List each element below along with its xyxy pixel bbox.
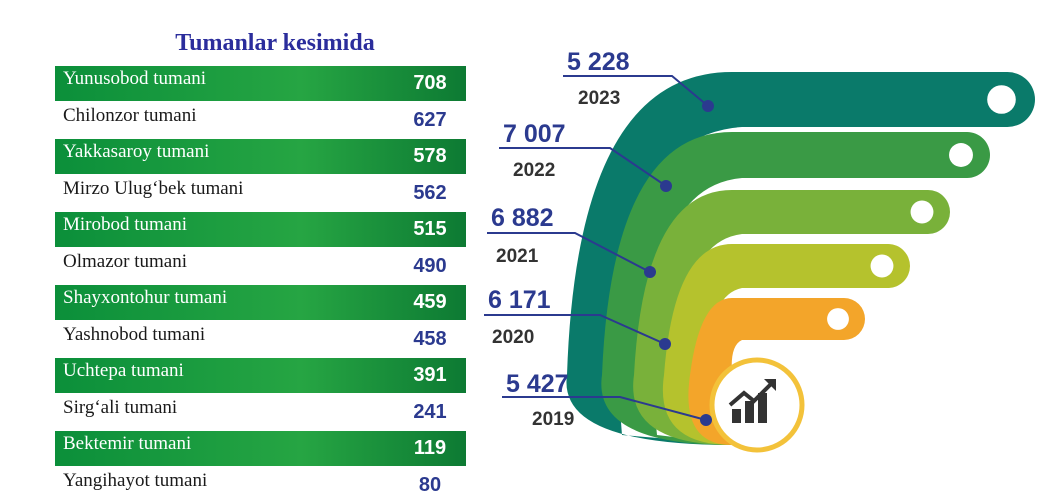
district-row: Chilonzor tumani 627: [55, 103, 470, 140]
year-label: 2020: [492, 327, 534, 348]
value-marker: [659, 338, 671, 350]
year-value: 6 171: [488, 286, 551, 314]
district-row: Bektemir tumani 119: [55, 431, 470, 468]
chart-title: Tumanlar kesimida: [175, 30, 375, 56]
district-name: Uchtepa tumani: [63, 360, 184, 381]
district-value: 241: [413, 400, 447, 423]
district-value: 119: [413, 437, 447, 459]
district-name: Chilonzor tumani: [63, 104, 197, 126]
district-name: Bektemir tumani: [63, 433, 192, 454]
band-end-dot: [949, 143, 973, 167]
row-highlight: [55, 358, 466, 393]
district-value: 708: [413, 72, 447, 94]
leader-line: [499, 147, 667, 187]
district-row: Yashnobod tumani 458: [55, 322, 470, 359]
band-end-dot: [910, 200, 934, 224]
row-highlight: [55, 66, 466, 101]
district-name: Shayxontohur tumani: [63, 287, 228, 308]
year-value: 5 427: [506, 370, 569, 398]
district-row: Mirzo Ulug‘bek tumani 562: [55, 176, 470, 213]
district-value: 80: [418, 473, 442, 496]
district-row: Shayxontohur tumani 459: [55, 285, 470, 322]
wing-band-2022: [601, 132, 990, 445]
district-name: Yakkasaroy tumani: [63, 141, 210, 162]
district-row: Uchtepa tumani 391: [55, 358, 470, 395]
district-name: Mirobod tumani: [63, 214, 188, 235]
row-highlight: [55, 431, 466, 466]
leader-line: [484, 314, 666, 345]
district-name: Yangihayot tumani: [63, 469, 208, 491]
value-marker: [702, 100, 714, 112]
year-value: 7 007: [503, 120, 566, 148]
district-value: 458: [413, 327, 447, 350]
district-value: 562: [413, 181, 447, 204]
district-name: Yashnobod tumani: [63, 323, 206, 345]
wing-band-2020: [662, 244, 910, 445]
district-value: 515: [413, 218, 447, 240]
leader-line: [487, 232, 651, 273]
year-labels: 5 228 2023 7 007 2022 6 882 2021 6 171 2020 5 42…: [484, 48, 714, 430]
district-value: 627: [413, 108, 447, 131]
center-circle: [709, 357, 805, 453]
value-marker: [700, 414, 712, 426]
district-value: 578: [413, 145, 447, 167]
district-value: 490: [413, 254, 447, 277]
value-marker: [644, 266, 656, 278]
year-value: 6 882: [491, 204, 554, 232]
district-row: Yakkasaroy tumani 578: [55, 139, 470, 176]
growth-chart-icon: [728, 379, 776, 423]
year-value: 5 228: [567, 48, 630, 76]
district-row: Olmazor tumani 490: [55, 249, 470, 286]
leader-line: [502, 396, 707, 421]
district-row: Mirobod tumani 515: [55, 212, 470, 249]
district-value: 391: [413, 364, 447, 386]
band-end-dot: [987, 85, 1016, 114]
district-name: Yunusobod tumani: [63, 68, 207, 89]
district-row: Yangihayot tumani 80: [55, 468, 470, 504]
band-end-dot: [827, 308, 849, 330]
district-name: Sirg‘ali tumani: [63, 396, 178, 418]
row-highlight: [55, 285, 466, 320]
year-label: 2019: [532, 409, 574, 430]
row-highlight: [55, 212, 466, 247]
year-label: 2023: [578, 88, 620, 109]
year-label: 2021: [496, 246, 539, 267]
district-row: Yunusobod tumani 708: [55, 66, 470, 103]
district-value: 459: [413, 291, 447, 313]
district-name: Mirzo Ulug‘bek tumani: [63, 177, 244, 199]
year-label: 2022: [513, 160, 555, 181]
value-marker: [660, 180, 672, 192]
row-highlight: [55, 139, 466, 174]
district-row: Sirg‘ali tumani 241: [55, 395, 470, 432]
leader-line: [563, 75, 709, 107]
district-name: Olmazor tumani: [63, 250, 187, 272]
district-table: Yunusobod tumani 708 Chilonzor tumani 627 Ya…: [55, 66, 470, 504]
band-end-dot: [870, 254, 894, 278]
